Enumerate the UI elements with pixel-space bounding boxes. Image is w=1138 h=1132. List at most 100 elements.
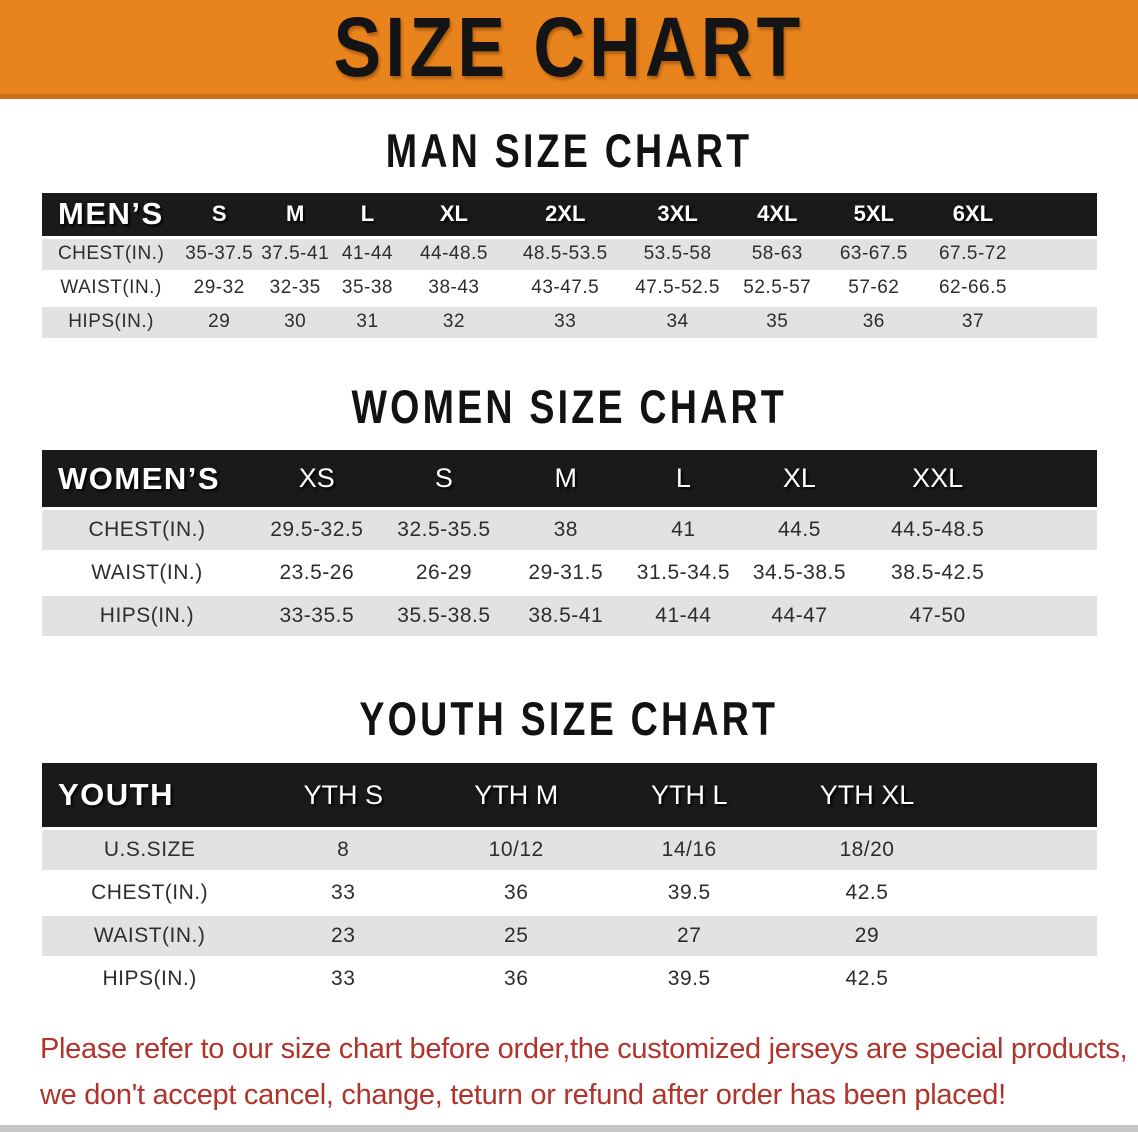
- value-cell: 58-63: [729, 238, 825, 270]
- photo-bottom-edge: [0, 1125, 1138, 1132]
- row-filler: [1017, 510, 1097, 551]
- value-cell: 29-32: [193, 277, 245, 299]
- row-filler: [958, 916, 1097, 957]
- women-section-heading-text: WOMEN SIZE CHART: [351, 379, 787, 433]
- value-cell: 29.5-32.5: [251, 510, 382, 551]
- value-cell: 36: [504, 967, 529, 991]
- row-label: WAIST(IN.): [42, 916, 258, 957]
- table-row: HIPS(IN.) 33-35.5 35.5-38.5 38.5-41 41-44 44-…: [42, 596, 1097, 637]
- value-cell: 47-50: [857, 596, 1018, 637]
- youth-size-table: YOUTH YTH S YTH M YTH L YTH XL U.S.SIZE 8 10/12…: [42, 760, 1097, 1002]
- value-cell: 41-44: [625, 596, 742, 637]
- value-cell: 18/20: [775, 830, 959, 871]
- value-cell: 29: [180, 306, 259, 338]
- size-column-header: 5XL: [824, 192, 923, 236]
- size-column-header: XL: [741, 450, 858, 508]
- value-cell: 42.5: [845, 881, 889, 905]
- table-corner-label: MEN’S: [42, 192, 181, 236]
- man-section-heading: MAN SIZE CHART: [0, 125, 1138, 177]
- value-cell: 38.5-42.5: [891, 561, 985, 585]
- value-cell: 32: [402, 306, 506, 338]
- row-label: WAIST(IN.): [91, 561, 203, 585]
- value-cell: 33: [505, 306, 626, 338]
- title-banner: SIZE CHART: [0, 0, 1138, 99]
- size-column-header: 2XL: [505, 192, 626, 236]
- disclaimer-text: Please refer to our size chart before or…: [0, 1026, 1138, 1118]
- size-column-header: M: [258, 192, 333, 236]
- youth-section-heading: YOUTH SIZE CHART: [0, 693, 1138, 745]
- man-section-heading-text: MAN SIZE CHART: [385, 124, 753, 177]
- row-label: HIPS(IN.): [102, 967, 197, 991]
- value-cell: 30: [258, 306, 333, 338]
- size-column-header: S: [180, 192, 259, 236]
- header-filler: [1023, 192, 1097, 236]
- table-header-row: YOUTH YTH S YTH M YTH L YTH XL: [42, 763, 1097, 828]
- value-cell: 37.5-41: [258, 238, 333, 270]
- value-cell: 26-29: [415, 561, 473, 585]
- value-cell: 25: [429, 916, 604, 957]
- value-cell: 14/16: [603, 830, 776, 871]
- row-label: WAIST(IN.): [60, 277, 162, 299]
- row-filler: [1023, 238, 1097, 270]
- value-cell: 31: [332, 306, 403, 338]
- size-column-header: XXL: [857, 450, 1018, 508]
- row-filler: [1023, 273, 1097, 304]
- table-row: WAIST(IN.) 23.5-26 26-29 29-31.5 31.5-34.5 34…: [42, 553, 1097, 593]
- value-cell: 33: [331, 881, 356, 905]
- value-cell: 39.5: [667, 881, 711, 905]
- row-label: CHEST(IN.): [91, 881, 209, 905]
- table-row: HIPS(IN.) 29 30 31 32 33 34 35 36 37: [42, 306, 1097, 338]
- row-filler: [958, 830, 1097, 871]
- value-cell: 44.5: [741, 510, 858, 551]
- value-cell: 10/12: [429, 830, 604, 871]
- table-row: WAIST(IN.) 29-32 32-35 35-38 38-43 43-47.5 47.…: [42, 273, 1097, 304]
- women-section-heading: WOMEN SIZE CHART: [0, 379, 1138, 433]
- man-size-table-wrap: MEN’S S M L XL 2XL 3XL 4XL 5XL 6XL CHEST(IN.) 35-37…: [0, 190, 1138, 341]
- table-header-row: WOMEN’S XS S M L XL XXL: [42, 450, 1097, 508]
- youth-size-table-wrap: YOUTH YTH S YTH M YTH L YTH XL U.S.SIZE 8 10/12…: [0, 760, 1138, 1002]
- value-cell: 36: [504, 881, 529, 905]
- size-column-header: L: [332, 192, 403, 236]
- value-cell: 37: [922, 306, 1024, 338]
- youth-section-heading-text: YOUTH SIZE CHART: [359, 692, 779, 746]
- value-cell: 67.5-72: [922, 238, 1024, 270]
- value-cell: 47.5-52.5: [635, 277, 720, 299]
- value-cell: 42.5: [845, 967, 889, 991]
- value-cell: 31.5-34.5: [636, 561, 731, 585]
- size-column-header: M: [506, 450, 626, 508]
- value-cell: 27: [603, 916, 776, 957]
- table-row: HIPS(IN.) 33 36 39.5 42.5: [42, 959, 1097, 999]
- value-cell: 35-37.5: [180, 238, 259, 270]
- value-cell: 52.5-57: [743, 277, 812, 299]
- size-column-header: YTH XL: [775, 763, 959, 828]
- value-cell: 34.5-38.5: [752, 561, 847, 585]
- size-column-header: YTH M: [429, 763, 604, 828]
- value-cell: 44.5-48.5: [857, 510, 1018, 551]
- header-filler: [958, 763, 1097, 828]
- size-column-header: 3XL: [625, 192, 730, 236]
- disclaimer-line-2: we don't accept cancel, change, teturn o…: [40, 1079, 1006, 1112]
- value-cell: 44-48.5: [402, 238, 506, 270]
- value-cell: 38: [506, 510, 626, 551]
- size-column-header: XL: [402, 192, 506, 236]
- value-cell: 44-47: [741, 596, 858, 637]
- row-filler: [1017, 596, 1097, 637]
- row-filler: [959, 959, 1097, 999]
- row-label: CHEST(IN.): [42, 510, 252, 551]
- man-size-table: MEN’S S M L XL 2XL 3XL 4XL 5XL 6XL CHEST(IN.) 35-37…: [42, 190, 1097, 341]
- value-cell: 29: [775, 916, 959, 957]
- table-row: WAIST(IN.) 23 25 27 29: [42, 916, 1097, 957]
- women-size-table: WOMEN’S XS S M L XL XXL CHEST(IN.) 29.5-32.5 32.5…: [42, 447, 1097, 639]
- disclaimer-line-1: Please refer to our size chart before or…: [40, 1033, 1128, 1066]
- value-cell: 29-31.5: [528, 561, 604, 585]
- value-cell: 33: [331, 967, 356, 991]
- size-column-header: YTH S: [257, 763, 430, 828]
- value-cell: 8: [257, 830, 430, 871]
- size-column-header: 6XL: [922, 192, 1024, 236]
- value-cell: 34: [625, 306, 730, 338]
- women-size-table-wrap: WOMEN’S XS S M L XL XXL CHEST(IN.) 29.5-32.5 32.5…: [0, 447, 1138, 639]
- value-cell: 38.5-41: [506, 596, 626, 637]
- row-label: HIPS(IN.): [42, 596, 252, 637]
- table-corner-label: YOUTH: [42, 763, 258, 828]
- value-cell: 57-62: [848, 277, 900, 299]
